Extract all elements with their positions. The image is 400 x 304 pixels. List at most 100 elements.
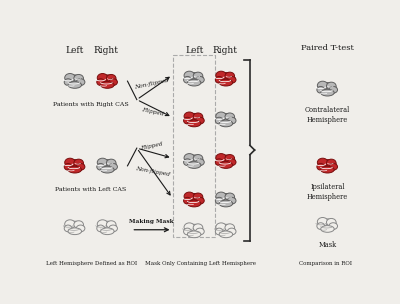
Ellipse shape [68,166,82,173]
Ellipse shape [219,79,233,86]
Ellipse shape [225,154,234,162]
Ellipse shape [321,166,334,173]
Text: Right: Right [213,47,238,56]
Ellipse shape [97,220,108,228]
Ellipse shape [219,162,233,168]
Ellipse shape [97,164,104,170]
Ellipse shape [66,221,84,234]
Ellipse shape [196,228,204,235]
Ellipse shape [193,154,203,162]
Ellipse shape [317,223,324,230]
Ellipse shape [64,79,72,85]
Ellipse shape [215,76,223,83]
Ellipse shape [227,76,236,83]
Ellipse shape [184,228,191,235]
Ellipse shape [217,73,235,85]
Ellipse shape [109,79,118,85]
Text: Left: Left [185,47,203,56]
Ellipse shape [66,160,84,172]
Ellipse shape [64,225,72,232]
Ellipse shape [109,225,118,232]
Text: Patients with Left CAS: Patients with Left CAS [56,187,127,192]
Ellipse shape [188,120,201,127]
Ellipse shape [196,197,204,204]
Ellipse shape [215,117,223,124]
Ellipse shape [318,83,336,95]
Ellipse shape [329,223,338,230]
Ellipse shape [227,117,236,124]
Ellipse shape [101,166,114,173]
Ellipse shape [196,159,204,165]
Ellipse shape [326,219,336,226]
Ellipse shape [65,220,75,228]
Ellipse shape [106,74,116,82]
Ellipse shape [185,224,203,237]
Ellipse shape [216,71,226,80]
Text: Contralateral
Hemisphere: Contralateral Hemisphere [305,106,350,124]
Ellipse shape [217,224,235,237]
Ellipse shape [97,79,104,85]
Ellipse shape [196,117,204,124]
Ellipse shape [216,112,226,121]
Ellipse shape [317,86,324,93]
Ellipse shape [106,221,116,228]
Ellipse shape [185,73,203,85]
Ellipse shape [66,75,84,87]
Ellipse shape [184,159,191,165]
Ellipse shape [329,164,338,170]
Ellipse shape [101,228,114,235]
Ellipse shape [184,112,195,121]
Ellipse shape [225,224,234,231]
Ellipse shape [318,219,336,231]
Ellipse shape [76,79,85,85]
Ellipse shape [68,81,82,88]
Text: Ipsilateral
Hemisphere: Ipsilateral Hemisphere [307,183,348,201]
Ellipse shape [193,113,203,121]
Ellipse shape [193,224,203,231]
Ellipse shape [98,160,116,172]
Ellipse shape [76,164,85,170]
Ellipse shape [227,197,236,204]
Ellipse shape [97,74,108,82]
Ellipse shape [219,231,233,238]
Text: Making Mask: Making Mask [129,219,174,223]
Ellipse shape [109,164,118,170]
Ellipse shape [317,158,328,167]
Ellipse shape [217,194,235,206]
Ellipse shape [184,192,195,201]
Text: Paired T-test: Paired T-test [301,44,354,52]
Ellipse shape [215,228,223,235]
Text: Mask Only Containing Left Hemisphere: Mask Only Containing Left Hemisphere [145,261,256,266]
Ellipse shape [64,164,72,170]
Ellipse shape [216,223,226,231]
Ellipse shape [329,86,338,93]
Text: Left: Left [66,47,84,56]
Text: Non-flipped: Non-flipped [136,166,171,177]
Ellipse shape [184,76,191,83]
Ellipse shape [65,158,75,167]
Ellipse shape [185,155,203,168]
Text: Right: Right [93,47,118,56]
Ellipse shape [184,154,195,162]
Ellipse shape [185,194,203,206]
Ellipse shape [227,228,236,235]
Ellipse shape [216,192,226,201]
Ellipse shape [188,79,201,86]
Text: Flipped: Flipped [140,141,163,150]
Ellipse shape [74,221,84,228]
Ellipse shape [219,120,233,127]
Ellipse shape [76,225,85,232]
Ellipse shape [216,154,226,162]
Ellipse shape [317,217,328,226]
Ellipse shape [196,76,204,83]
Ellipse shape [215,159,223,165]
Text: Patients with Right CAS: Patients with Right CAS [53,102,129,107]
Ellipse shape [217,113,235,126]
Ellipse shape [74,159,84,167]
Ellipse shape [225,113,234,121]
Ellipse shape [227,159,236,165]
Ellipse shape [225,72,234,80]
Text: Non-flipped: Non-flipped [134,78,169,90]
Text: Mask: Mask [318,240,336,249]
Ellipse shape [184,197,191,204]
